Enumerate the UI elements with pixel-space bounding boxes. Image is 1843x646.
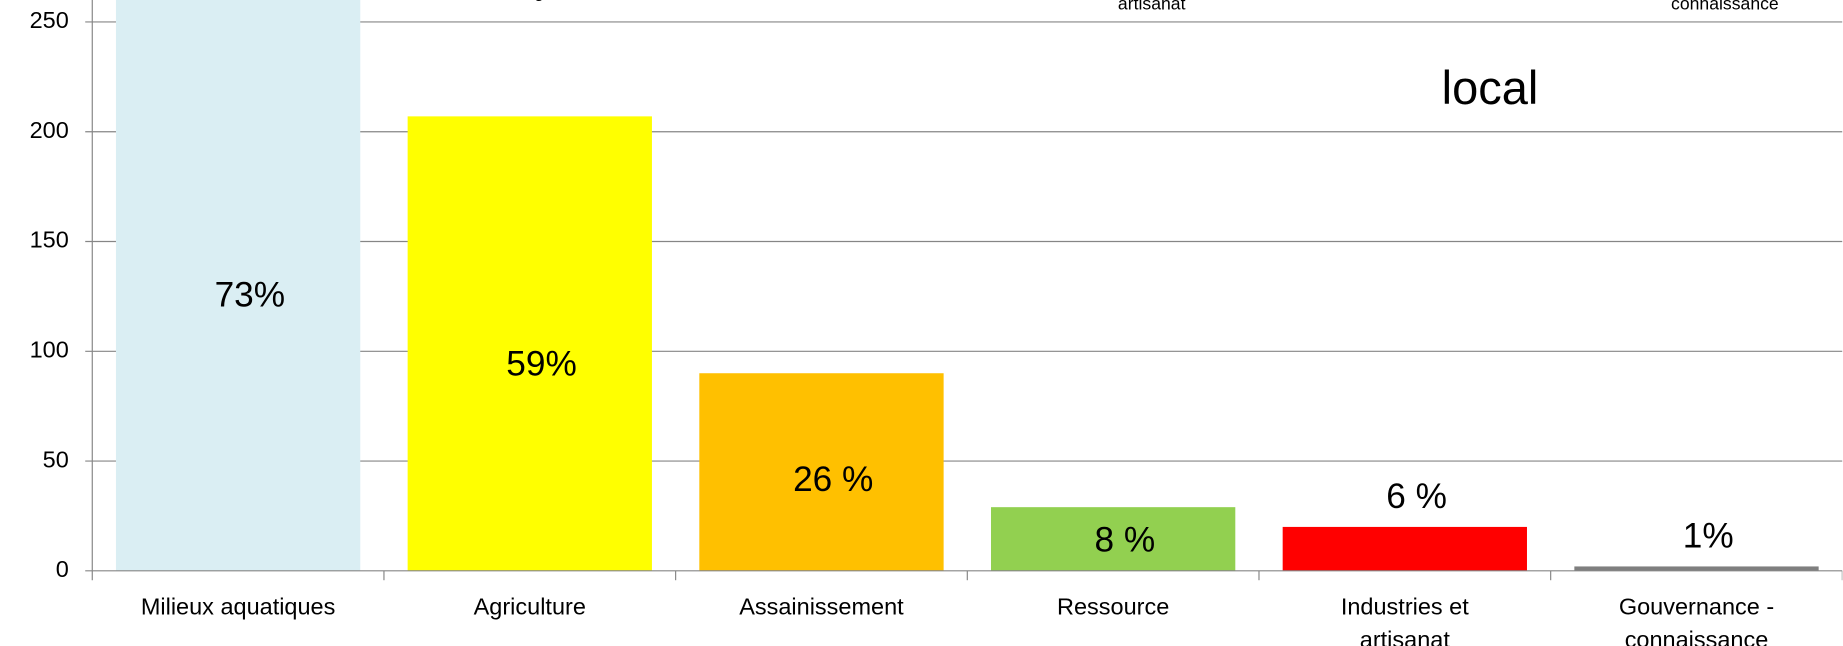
y-tick-label: 150	[30, 227, 69, 253]
y-tick-label: 50	[43, 446, 69, 472]
bar	[990, 507, 1236, 571]
bar	[115, 0, 361, 571]
top-label: Agriculture	[522, 0, 606, 2]
top-label: connaissance	[1671, 0, 1779, 13]
percent-label: 26 %	[793, 460, 873, 499]
y-tick-label: 0	[56, 556, 69, 582]
y-tick-label: 100	[30, 336, 69, 362]
x-tick-label: Industries et	[1341, 594, 1469, 620]
x-tick-label: Gouvernance -	[1619, 594, 1774, 620]
bar	[699, 373, 944, 571]
y-tick-label: 200	[30, 117, 69, 143]
top-label: Ressource	[1392, 0, 1476, 2]
x-tick-label: artisanat	[1360, 627, 1451, 646]
plot: 0 50 100 150 200 250 Milieux aquatiques Agricul…	[30, 0, 1843, 646]
bar	[1282, 526, 1527, 571]
percent-label: 1%	[1683, 517, 1734, 556]
percent-label: 6 %	[1386, 477, 1447, 516]
bar	[407, 116, 652, 571]
x-tick-label: Assainissement	[739, 594, 904, 620]
top-label: artisanat	[1118, 0, 1186, 13]
percent-label: 8 %	[1095, 520, 1156, 559]
x-tick-label: connaissance	[1625, 627, 1769, 646]
x-tick-label: Agriculture	[474, 594, 586, 620]
y-tick-label: 250	[30, 7, 69, 33]
x-tick-label: Ressource	[1057, 594, 1169, 620]
percent-label: 59%	[506, 345, 577, 384]
annotation: local	[1442, 61, 1539, 114]
bar	[1574, 566, 1819, 571]
x-tick-label: Milieux aquatiques	[141, 594, 336, 620]
top-label: Assainissement	[805, 0, 928, 2]
percent-label: 73%	[215, 275, 286, 314]
